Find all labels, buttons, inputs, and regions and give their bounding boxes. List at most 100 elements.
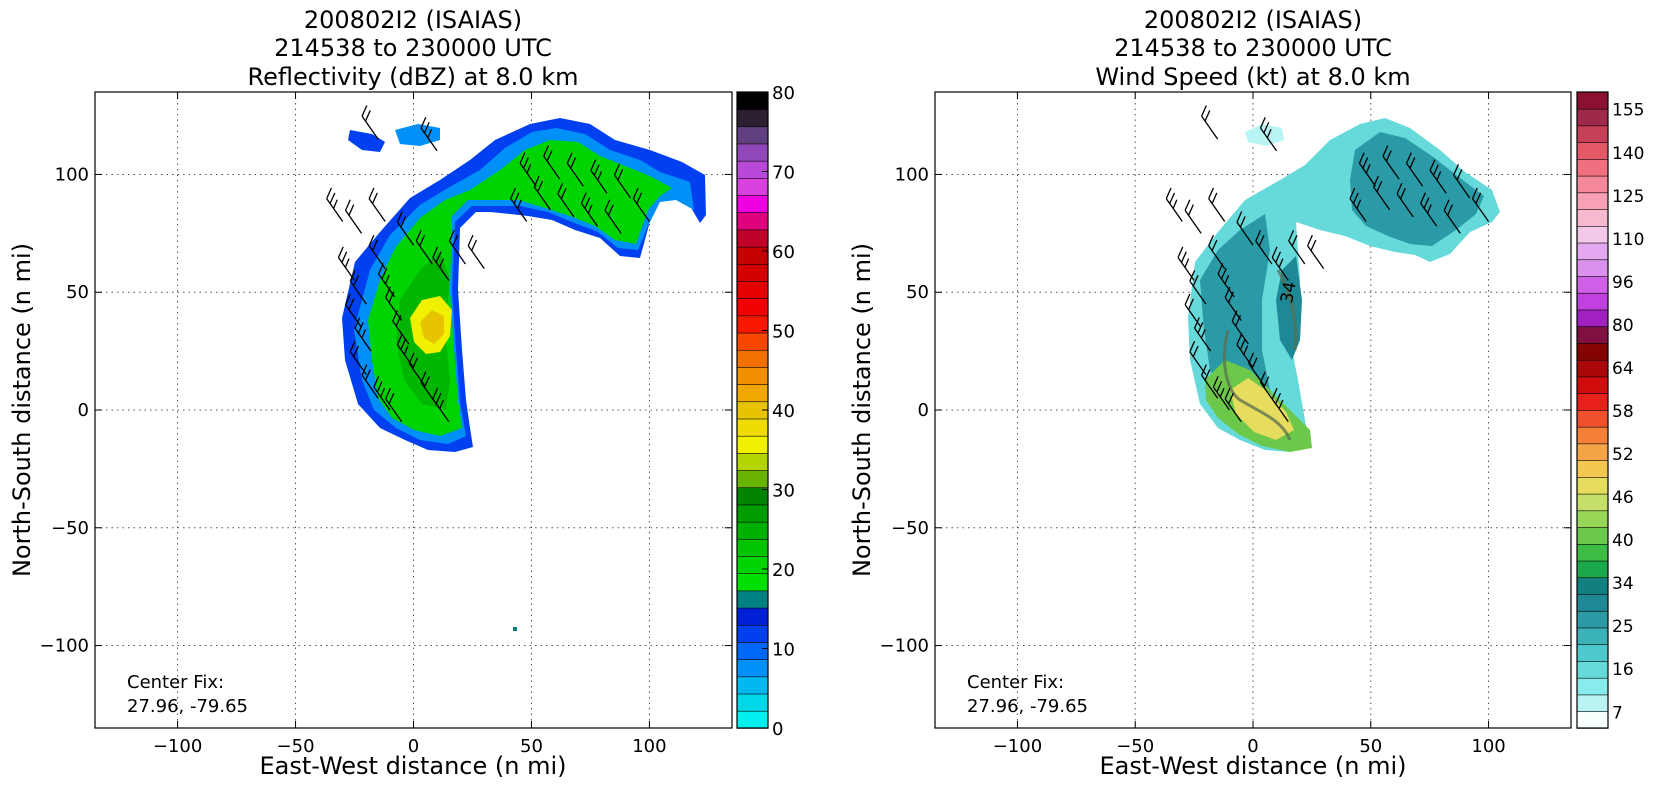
wind-speed-colorbar-bin-30: [1576, 208, 1609, 227]
wind-speed-wind-barb-flag-a-1: [1189, 270, 1196, 282]
reflectivity-wind-barb-16: [396, 211, 415, 246]
wind-speed-wind-barb-16: [1236, 211, 1254, 246]
reflectivity-wind-barb-flag-a-18: [432, 246, 439, 258]
wind-speed-colorbar-bin-35: [1576, 125, 1609, 143]
reflectivity-colorbar-tick-label-2: 20: [772, 560, 795, 581]
reflectivity-colorbar-bin-32: [736, 160, 769, 179]
reflectivity-wind-barb-staff-20: [467, 245, 485, 270]
wind-speed-colorbar-bin-32: [1576, 175, 1609, 194]
reflectivity-center-fix-label: Center Fix:: [127, 672, 224, 693]
reflectivity-wind-barb-flag-c-6: [380, 387, 386, 398]
reflectivity-colorbar-tick-label-4: 40: [772, 401, 795, 422]
wind-speed-colorbar-bin-6: [1576, 610, 1609, 629]
wind-speed-wind-barbs: [1165, 105, 1490, 423]
wind-speed-colorbar-tick-label-11: 110: [1612, 230, 1644, 250]
wind-speed-wind-barb-flag-a-15: [1271, 387, 1278, 400]
wind-speed-title-line-2: 214538 to 230000 UTC: [1114, 34, 1392, 62]
wind-speed-wind-barb-staff-5: [1201, 374, 1219, 399]
reflectivity-wind-barb-flag-c-18: [439, 258, 444, 268]
reflectivity-wind-barb-staff-24: [510, 198, 528, 222]
wind-speed-wind-barb-flag-b-6: [1216, 381, 1223, 393]
wind-speed-wind-barb-flag-c-36: [1266, 128, 1272, 139]
wind-speed-colorbar-bin-25: [1576, 292, 1609, 311]
reflectivity-wind-barb-17: [415, 230, 433, 265]
wind-speed-wind-barb-9: [1217, 263, 1235, 298]
wind-speed-wind-barb-31: [1382, 145, 1400, 180]
reflectivity-wind-barb-flag-a-3: [354, 317, 361, 329]
reflectivity-wind-barb-flag-c-9: [384, 274, 390, 285]
wind-speed-colorbar-bin-13: [1576, 493, 1609, 512]
wind-speed-colorbar-bin-10: [1576, 543, 1609, 562]
wind-speed-colorbar-bin-14: [1576, 476, 1609, 495]
wind-speed-panel: 200802I2 (ISAIAS) 214538 to 230000 UTC W…: [848, 6, 1644, 780]
reflectivity-wind-barb-flag-a-10: [385, 286, 391, 298]
reflectivity-wind-barb-27: [580, 192, 599, 227]
wind-speed-colorbar-bin-0: [1576, 710, 1609, 729]
wind-speed-wind-barb-flag-b-3: [1197, 322, 1204, 334]
wind-speed-contour-34: [1222, 269, 1298, 441]
reflectivity-wind-barb-9: [377, 263, 396, 298]
wind-speed-wind-barb-flag-b-33: [1432, 164, 1439, 176]
wind-speed-wind-barb-flag-c-12: [1243, 345, 1249, 355]
reflectivity-wind-barb-flag-b-9: [381, 267, 388, 280]
reflectivity-y-tick-label-2: 0: [78, 400, 89, 421]
reflectivity-wind-barb-flag-a-12: [396, 333, 403, 345]
wind-speed-wind-barb-flag-b-2: [1187, 298, 1194, 310]
reflectivity-wind-barb-staff-16: [396, 221, 415, 246]
reflectivity-wind-barb-staff-28: [604, 210, 622, 234]
wind-speed-wind-barb-flag-a-31: [1382, 145, 1389, 157]
reflectivity-wind-barb-flag-a-7: [385, 387, 391, 400]
wind-speed-wind-barb-flag-a-19: [1288, 230, 1295, 242]
reflectivity-wind-barb-flag-a-1: [349, 270, 356, 282]
reflectivity-colorbar-tick-label-3: 30: [772, 481, 795, 502]
wind-speed-wind-barb-flag-a-4: [1189, 340, 1196, 352]
wind-speed-colorbar-tick-label-1: 16: [1612, 660, 1634, 680]
reflectivity-wind-barb-2: [344, 293, 363, 328]
reflectivity-colorbar-bin-27: [736, 246, 769, 265]
reflectivity-wind-barb-33: [590, 159, 608, 194]
reflectivity-x-tick-label-0: −100: [153, 736, 202, 757]
reflectivity-wind-barb-flag-b-17: [419, 235, 426, 247]
wind-speed-wind-barb-flag-a-24: [1349, 187, 1356, 199]
reflectivity-x-tick-label-1: −50: [277, 736, 315, 757]
reflectivity-wind-barb-flag-b-3: [357, 322, 364, 334]
wind-speed-wind-barb-flag-c-30: [1365, 164, 1371, 174]
reflectivity-echo-north-fragment-2: [395, 124, 440, 146]
wind-speed-wind-barb-10: [1224, 286, 1242, 321]
reflectivity-wind-barb-flag-a-5: [361, 364, 368, 376]
reflectivity-colorbar-bin-11: [736, 521, 769, 540]
reflectivity-wind-barb-21: [326, 187, 344, 222]
wind-speed-wind-barb-flag-b-26: [1399, 187, 1406, 200]
wind-speed-wind-barb-13: [1248, 352, 1266, 387]
reflectivity-wind-barb-flag-b-32: [570, 157, 577, 169]
wind-speed-wind-barb-staff-24: [1349, 198, 1367, 222]
wind-speed-colorbar-bin-4: [1576, 644, 1609, 662]
reflectivity-wind-barb-flag-b-31: [546, 150, 553, 162]
wind-speed-wind-barb-3: [1193, 317, 1212, 352]
wind-speed-wind-barb-flag-b-36: [1263, 121, 1270, 134]
reflectivity-colorbar-bin-2: [736, 676, 769, 695]
reflectivity-wind-barb-flag-a-16: [396, 211, 403, 223]
reflectivity-wind-barb-flag-b-27: [584, 197, 591, 209]
reflectivity-colorbar-bin-21: [736, 349, 769, 368]
reflectivity-wind-barb-flag-a-23: [368, 187, 375, 199]
reflectivity-wind-barb-11: [392, 310, 410, 345]
wind-speed-wind-barb-staff-10: [1224, 297, 1242, 321]
wind-speed-wind-barb-staff-20: [1307, 245, 1325, 270]
reflectivity-colorbar-tick-label-0: 0: [772, 719, 783, 740]
wind-speed-colorbar-bin-29: [1576, 225, 1609, 244]
reflectivity-wind-barb-flag-a-34: [613, 164, 620, 176]
reflectivity-colorbar-bin-4: [736, 641, 769, 660]
wind-speed-colorbar-bin-23: [1576, 326, 1609, 344]
reflectivity-wind-barb-flag-a-2: [344, 293, 351, 305]
wind-speed-wind-barb-staff-15: [1271, 398, 1289, 423]
reflectivity-wind-barb-31: [543, 145, 561, 180]
reflectivity-wind-barbs: [326, 105, 650, 423]
wind-speed-wind-barb-flag-a-8: [1208, 234, 1215, 246]
wind-speed-wind-barb-15: [1271, 387, 1289, 423]
reflectivity-wind-barb-staff-6: [373, 386, 391, 411]
wind-speed-field: 34: [1188, 118, 1500, 452]
wind-speed-wind-barb-flag-b-0: [1180, 251, 1187, 263]
reflectivity-wind-barb-flag-b-16: [400, 216, 407, 228]
wind-speed-wind-barb-staff-3: [1194, 327, 1212, 352]
